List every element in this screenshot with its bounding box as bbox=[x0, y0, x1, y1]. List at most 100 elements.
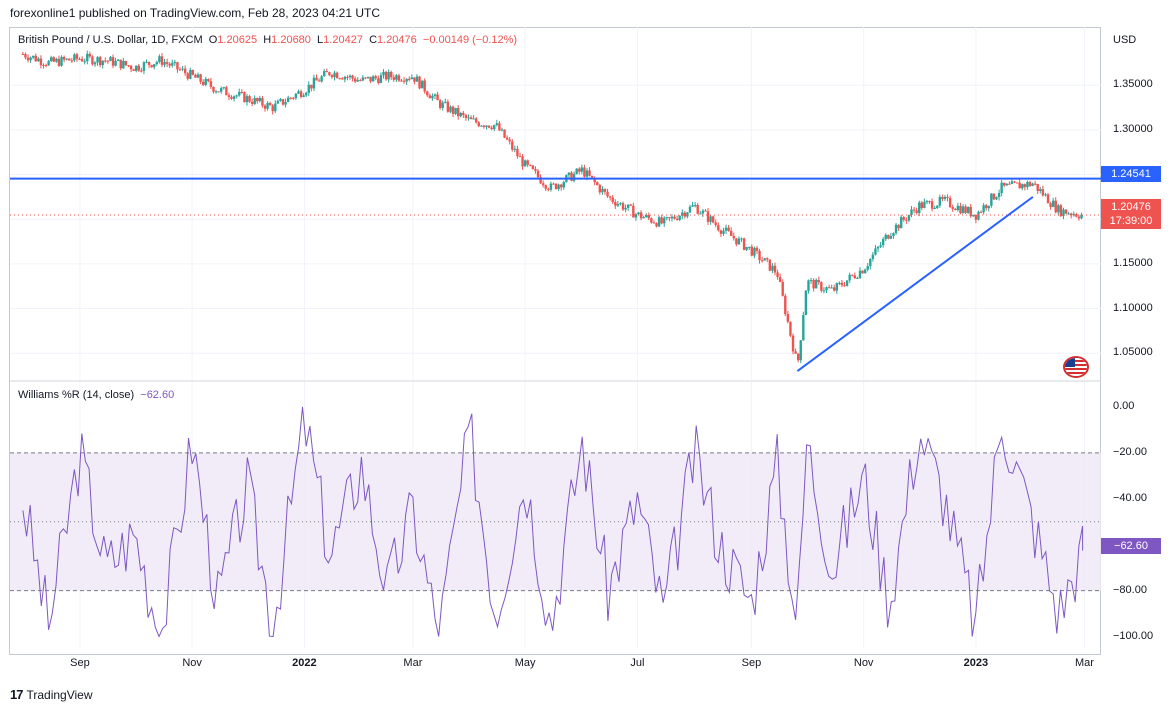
candle-body bbox=[920, 202, 924, 208]
candle-body bbox=[124, 60, 128, 66]
candle-body bbox=[766, 258, 769, 260]
candle-body bbox=[812, 279, 815, 289]
candle-body bbox=[964, 206, 967, 213]
candle-body bbox=[709, 216, 712, 222]
candle-body bbox=[361, 77, 365, 81]
candle-body bbox=[840, 282, 844, 286]
candle-body bbox=[518, 156, 522, 158]
candle-body bbox=[140, 70, 143, 72]
candle-body bbox=[696, 205, 699, 214]
candle-body bbox=[706, 211, 710, 222]
candle-body bbox=[503, 129, 506, 138]
wr-tick-label: −20.00 bbox=[1113, 445, 1147, 458]
candle-body bbox=[928, 201, 931, 203]
candle-body bbox=[804, 290, 808, 316]
candle-body bbox=[129, 65, 133, 70]
candle-body bbox=[1036, 183, 1039, 191]
candle-body bbox=[838, 282, 841, 284]
chart-frame[interactable] bbox=[9, 27, 1101, 655]
candle-body bbox=[724, 227, 728, 231]
candle-body bbox=[446, 101, 450, 112]
candle-body bbox=[853, 275, 857, 279]
candle-body bbox=[907, 215, 911, 221]
candle-body bbox=[431, 95, 434, 99]
candle-body bbox=[235, 95, 238, 97]
candle-body bbox=[397, 75, 401, 81]
candle-body bbox=[305, 92, 308, 96]
candle-body bbox=[1077, 216, 1081, 219]
candle-body bbox=[521, 156, 524, 167]
candle-body bbox=[101, 60, 104, 66]
candle-body bbox=[454, 107, 457, 114]
time-tick-label: Nov bbox=[853, 657, 874, 669]
last-price-tag: 1.20476 17:39:00 bbox=[1101, 199, 1161, 229]
candle-body bbox=[181, 68, 184, 70]
candle-body bbox=[585, 170, 589, 177]
candle-body bbox=[969, 206, 972, 217]
candle-body bbox=[462, 112, 465, 115]
candle-body bbox=[163, 62, 166, 65]
candle-body bbox=[147, 61, 151, 65]
candle-body bbox=[974, 214, 978, 220]
candle-body bbox=[317, 80, 321, 82]
candle-body bbox=[423, 80, 426, 92]
wr-tick-label: −100.00 bbox=[1113, 629, 1154, 642]
candle-body bbox=[881, 239, 885, 246]
candle-body bbox=[75, 54, 79, 59]
candle-body bbox=[153, 64, 156, 68]
candle-body bbox=[742, 238, 746, 250]
low-label: L bbox=[317, 34, 324, 46]
wr-overbought-oversold-band bbox=[10, 452, 1101, 591]
candle-body bbox=[297, 91, 300, 94]
candle-body bbox=[773, 265, 777, 273]
candle-body bbox=[673, 216, 676, 219]
candle-body bbox=[534, 169, 537, 171]
candle-body bbox=[678, 215, 681, 220]
williams-r-line bbox=[22, 406, 1084, 638]
candle-body bbox=[1059, 205, 1063, 217]
wr-tick-label: 0.00 bbox=[1113, 399, 1135, 412]
tradingview-logo-icon: 17 bbox=[10, 687, 24, 702]
candle-body bbox=[529, 164, 532, 166]
candle-body bbox=[145, 61, 148, 63]
candle-body bbox=[382, 71, 385, 76]
candle-body bbox=[52, 57, 55, 62]
candle-body bbox=[910, 209, 913, 216]
candle-body bbox=[727, 227, 730, 231]
us-flag-icon[interactable] bbox=[1063, 356, 1089, 378]
candle-body bbox=[951, 207, 954, 209]
candle-body bbox=[366, 76, 370, 78]
indicator-legend[interactable]: Williams %R (14, close) −62.60 bbox=[18, 389, 174, 401]
symbol-name: British Pound / U.S. Dollar, 1D, FXCM bbox=[18, 34, 203, 46]
high-value: 1.20680 bbox=[271, 34, 311, 46]
change-value: −0.00149 (−0.12%) bbox=[422, 34, 518, 46]
candle-body bbox=[472, 118, 475, 120]
candle-body bbox=[665, 217, 669, 219]
candle-body bbox=[183, 68, 187, 74]
candle-body bbox=[86, 53, 89, 62]
candle-body bbox=[889, 236, 893, 239]
candle-body bbox=[753, 247, 756, 256]
candle-body bbox=[547, 188, 550, 190]
candle-body bbox=[570, 172, 573, 181]
indicator-value: −62.60 bbox=[140, 389, 175, 401]
tradingview-footer[interactable]: 17 TradingView bbox=[10, 687, 93, 702]
candle-body bbox=[307, 84, 310, 93]
candle-body bbox=[825, 287, 828, 291]
candle-body bbox=[284, 102, 287, 105]
wr-tick-label: −80.00 bbox=[1113, 583, 1147, 596]
candle-body bbox=[858, 270, 862, 278]
candle-body bbox=[717, 225, 720, 231]
candle-body bbox=[905, 219, 908, 221]
candle-body bbox=[276, 100, 280, 104]
candle-body bbox=[323, 71, 326, 77]
candle-body bbox=[634, 214, 638, 218]
candle-body bbox=[34, 55, 37, 62]
candle-body bbox=[776, 272, 779, 278]
time-tick-label: Sep bbox=[741, 657, 762, 669]
candle-body bbox=[268, 103, 272, 106]
candle-body bbox=[760, 260, 764, 262]
candle-body bbox=[173, 62, 177, 64]
candle-body bbox=[487, 125, 491, 128]
